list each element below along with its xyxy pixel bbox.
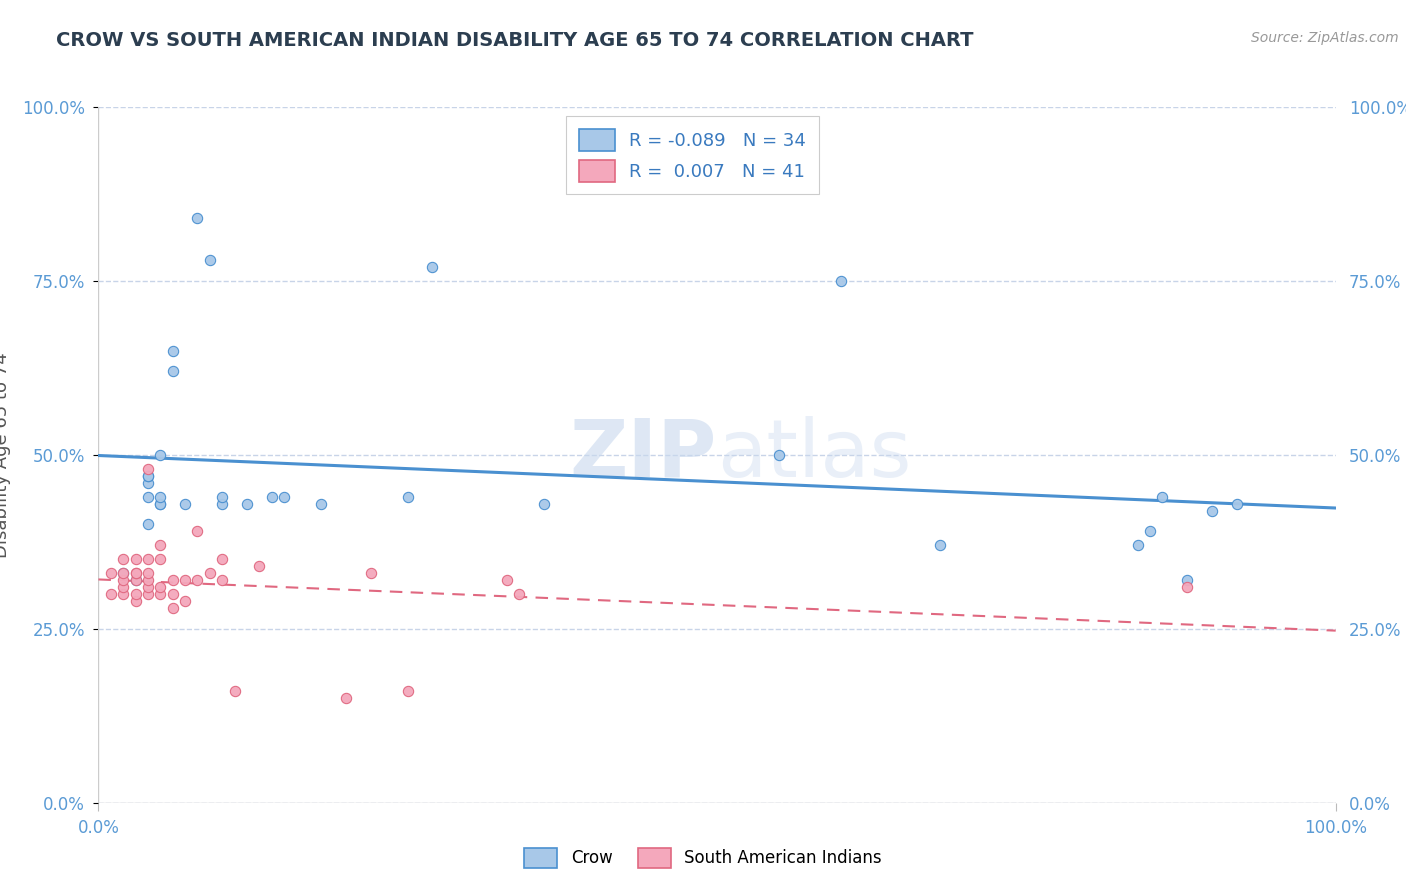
Text: CROW VS SOUTH AMERICAN INDIAN DISABILITY AGE 65 TO 74 CORRELATION CHART: CROW VS SOUTH AMERICAN INDIAN DISABILITY… [56,31,974,50]
Point [112,552,135,566]
Point [211,497,233,511]
Point [335,691,357,706]
Point [309,497,332,511]
Point [186,573,208,587]
Point [149,490,172,504]
Point [211,573,233,587]
Text: ZIP: ZIP [569,416,717,494]
Point [198,566,221,581]
Point [186,524,208,539]
Point [396,490,419,504]
Legend: R = -0.089   N = 34, R =  0.007   N = 41: R = -0.089 N = 34, R = 0.007 N = 41 [567,116,818,194]
Text: Source: ZipAtlas.com: Source: ZipAtlas.com [1251,31,1399,45]
Point [112,587,135,601]
Point [136,462,159,476]
Point [360,566,382,581]
Point [260,490,283,504]
Point [396,684,419,698]
Point [136,490,159,504]
Point [136,552,159,566]
Point [149,538,172,552]
Point [124,566,146,581]
Point [422,260,444,274]
Point [211,552,233,566]
Point [162,587,184,601]
Point [198,253,221,268]
Point [136,587,159,601]
Point [124,594,146,608]
Point [112,566,135,581]
Point [149,497,172,511]
Point [224,684,246,698]
Point [830,274,852,288]
Point [174,497,197,511]
Point [124,566,146,581]
Legend: Crow, South American Indians: Crow, South American Indians [517,841,889,875]
Point [136,580,159,594]
Point [162,573,184,587]
Point [162,364,184,378]
Point [162,343,184,358]
Point [273,490,295,504]
Point [149,552,172,566]
Point [1175,580,1198,594]
Point [112,580,135,594]
Point [136,475,159,490]
Point [1139,524,1161,539]
Point [768,448,790,462]
Point [149,497,172,511]
Point [928,538,950,552]
Point [124,587,146,601]
Point [211,490,233,504]
Point [1126,538,1149,552]
Point [533,497,555,511]
Point [149,580,172,594]
Point [136,566,159,581]
Point [1226,497,1249,511]
Point [1152,490,1174,504]
Point [112,573,135,587]
Point [136,468,159,483]
Point [162,601,184,615]
Point [136,517,159,532]
Point [124,573,146,587]
Point [236,497,259,511]
Point [149,448,172,462]
Point [495,573,517,587]
Point [100,587,122,601]
Point [174,594,197,608]
Text: atlas: atlas [717,416,911,494]
Point [247,559,270,574]
Point [1175,573,1198,587]
Point [124,573,146,587]
Point [508,587,530,601]
Point [100,566,122,581]
Point [1201,503,1223,517]
Point [174,573,197,587]
Point [112,566,135,581]
Point [136,468,159,483]
Point [186,211,208,226]
Point [149,587,172,601]
Y-axis label: Disability Age 65 to 74: Disability Age 65 to 74 [0,352,11,558]
Point [124,552,146,566]
Point [136,573,159,587]
